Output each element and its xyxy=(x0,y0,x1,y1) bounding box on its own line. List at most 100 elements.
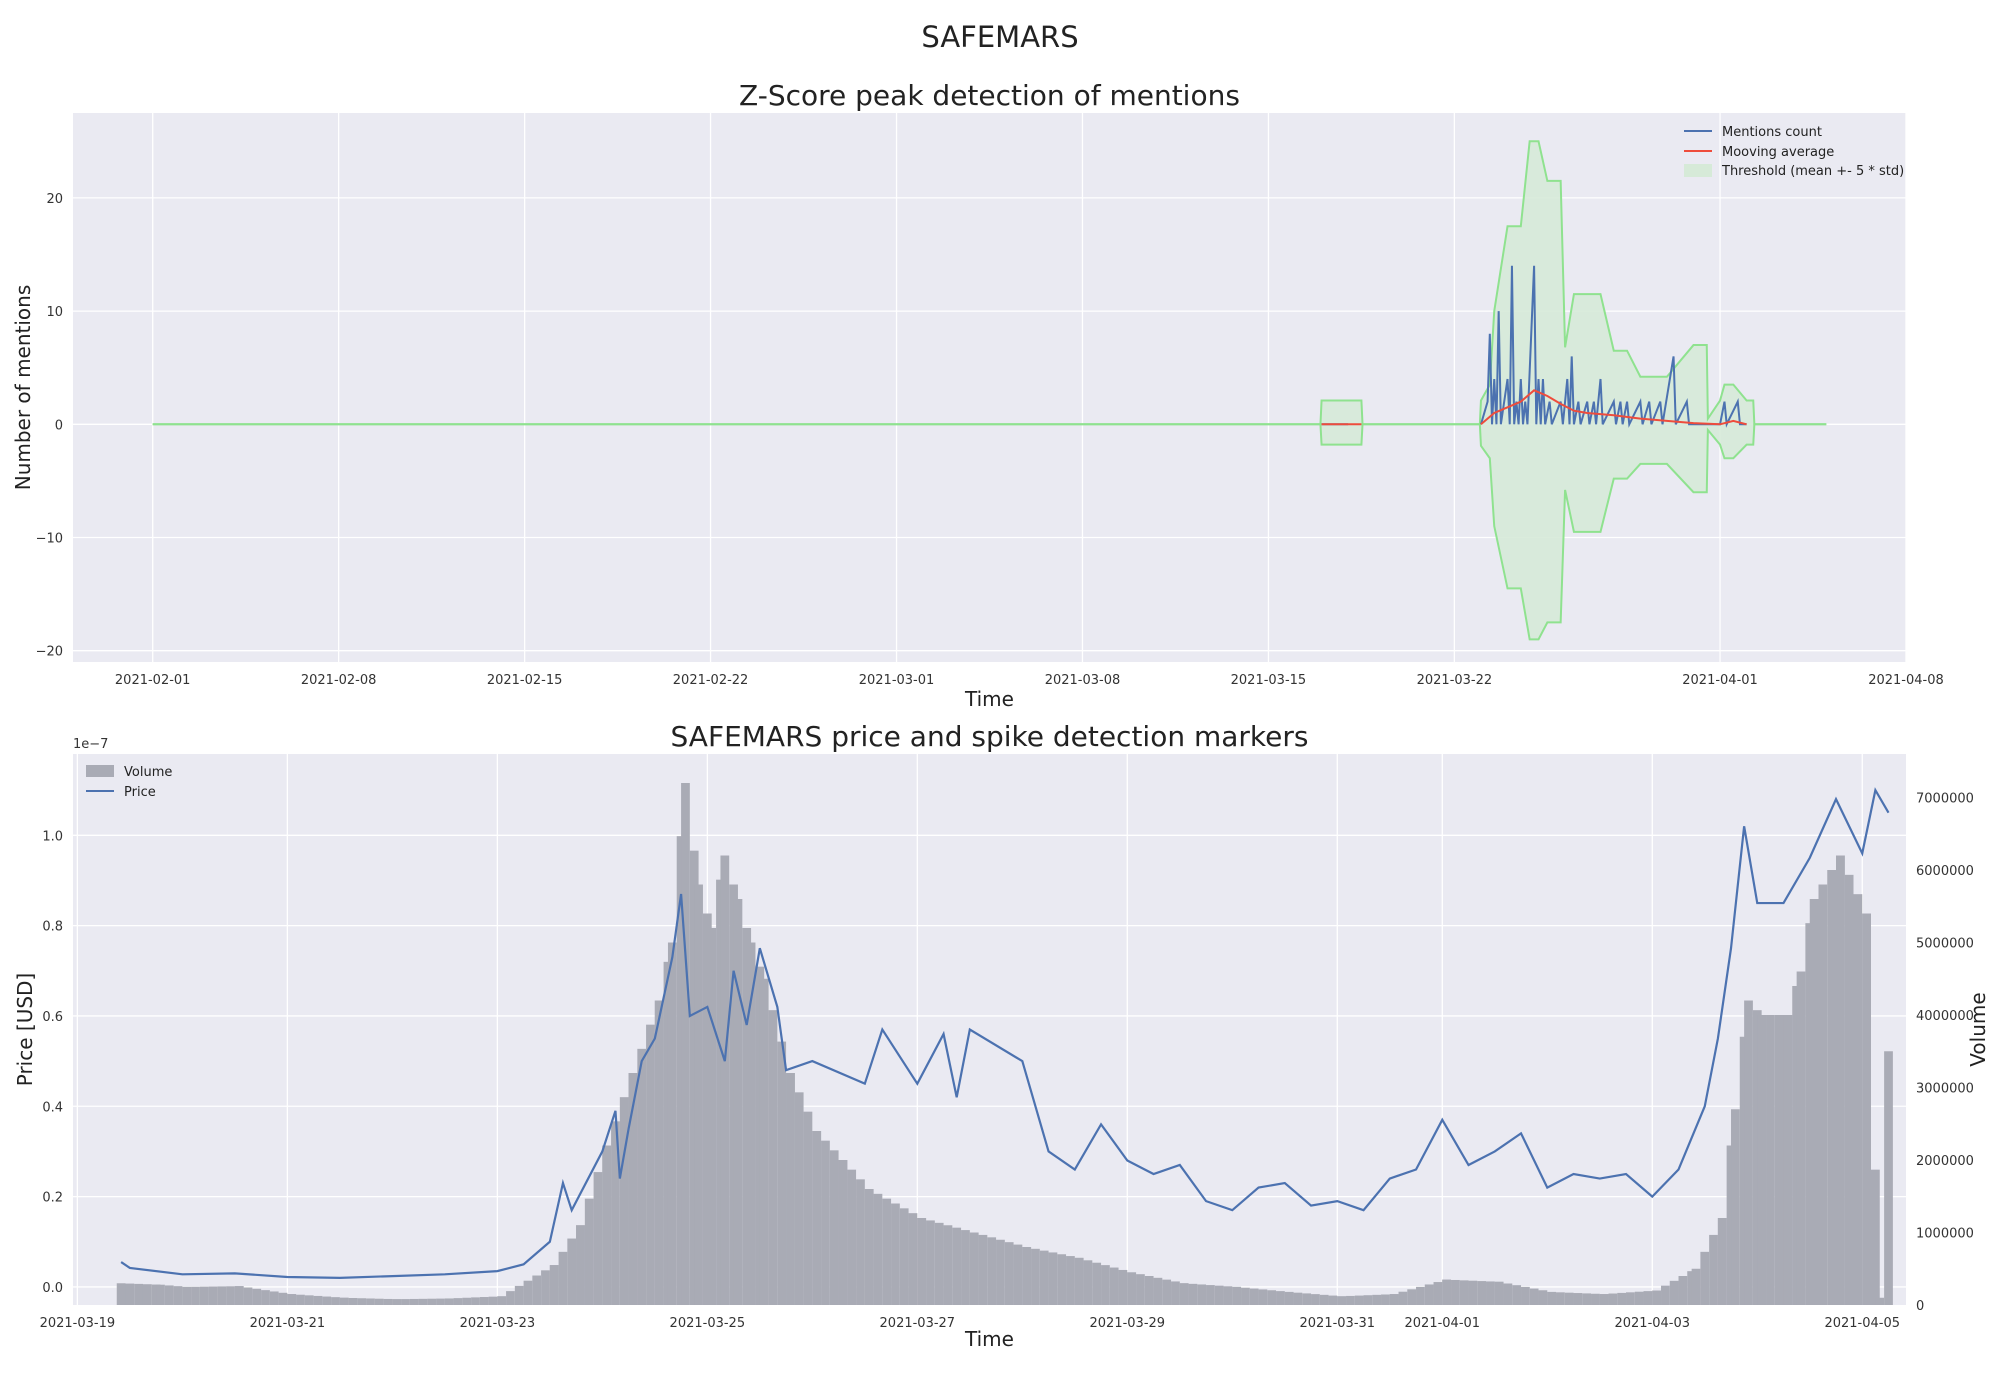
volume-bar xyxy=(619,1097,629,1305)
volume-bar xyxy=(961,1230,970,1305)
volume-bar xyxy=(208,1286,218,1305)
volume-bar xyxy=(383,1298,393,1305)
x-tick-label: 2021-04-03 xyxy=(1614,1316,1690,1331)
x-tick-label: 2021-02-08 xyxy=(301,673,377,688)
volume-bar xyxy=(1381,1294,1390,1305)
volume-bar xyxy=(1057,1254,1067,1305)
volume-bar xyxy=(1372,1294,1382,1305)
y-right-tick-label: 6000000 xyxy=(1916,864,1974,879)
volume-bar xyxy=(234,1286,244,1305)
volume-bar xyxy=(987,1237,997,1305)
volume-bar xyxy=(759,978,769,1305)
y-tick-label: −10 xyxy=(36,531,63,546)
volume-bar xyxy=(864,1189,874,1305)
volume-bar xyxy=(882,1198,892,1305)
y-tick-label: 0.2 xyxy=(42,1191,63,1206)
x-tick-label: 2021-04-05 xyxy=(1824,1316,1900,1331)
volume-bar xyxy=(134,1283,143,1305)
volume-bar xyxy=(1398,1291,1408,1305)
x-tick-label: 2021-03-29 xyxy=(1090,1316,1166,1331)
volume-bar xyxy=(471,1297,480,1305)
y-right-tick-label: 1000000 xyxy=(1916,1227,1974,1242)
volume-bar xyxy=(1328,1295,1338,1305)
volume-bar xyxy=(1700,1251,1710,1305)
volume-bar xyxy=(436,1298,445,1305)
volume-bar xyxy=(1101,1265,1110,1305)
volume-bar xyxy=(374,1298,384,1305)
legend-label-moving-average: Mooving average xyxy=(1722,145,1834,160)
volume-bar xyxy=(1179,1283,1189,1305)
volume-bar xyxy=(1144,1276,1154,1305)
volume-bar xyxy=(1354,1295,1364,1305)
volume-bar xyxy=(226,1286,235,1305)
x-tick-label: 2021-03-19 xyxy=(40,1316,116,1331)
volume-bar xyxy=(523,1280,533,1305)
volume-bar xyxy=(1669,1280,1679,1305)
volume-bar xyxy=(1836,855,1845,1305)
volume-bar xyxy=(1634,1291,1644,1305)
volume-bar xyxy=(978,1234,988,1305)
volume-bar xyxy=(287,1294,297,1305)
volume-bar xyxy=(156,1284,165,1305)
volume-bar xyxy=(304,1295,314,1305)
y-tick-label: −20 xyxy=(36,645,63,660)
volume-bar xyxy=(646,1024,655,1305)
volume-bar xyxy=(1013,1244,1023,1305)
volume-bar xyxy=(1284,1291,1294,1305)
volume-bar xyxy=(829,1150,839,1305)
y-tick-label: 0.4 xyxy=(42,1100,63,1115)
moving-average-line xyxy=(1480,389,1747,426)
volume-bar xyxy=(1853,894,1863,1305)
volume-bar xyxy=(1276,1291,1285,1305)
volume-bar xyxy=(427,1298,437,1305)
legend-label-volume: Volume xyxy=(124,765,172,780)
volume-bar xyxy=(1827,870,1837,1305)
volume-bar xyxy=(821,1140,830,1305)
volume-bar xyxy=(720,855,730,1305)
x-axis-label: Time xyxy=(964,687,1014,711)
volume-bar xyxy=(676,836,686,1305)
volume-bar xyxy=(1844,874,1854,1305)
volume-bar xyxy=(1468,1280,1478,1305)
volume-bar xyxy=(899,1208,909,1305)
volume-bar xyxy=(1206,1285,1215,1305)
volume-bar xyxy=(261,1290,270,1305)
y-right-tick-label: 7000000 xyxy=(1916,792,1974,807)
y-right-tick-label: 3000000 xyxy=(1916,1082,1974,1097)
volume-bar xyxy=(733,899,743,1305)
volume-bar xyxy=(1407,1289,1417,1305)
volume-bar xyxy=(1039,1250,1049,1305)
volume-bar xyxy=(497,1296,507,1305)
mentions-count-line xyxy=(1479,265,1747,428)
volume-bar xyxy=(444,1298,454,1305)
volume-bar xyxy=(401,1299,410,1305)
volume-bar xyxy=(313,1295,323,1305)
volume-bar xyxy=(1709,1234,1718,1305)
volume-bar xyxy=(1652,1290,1662,1305)
volume-bar xyxy=(506,1291,515,1305)
volume-bar xyxy=(891,1203,900,1305)
volume-bar xyxy=(1363,1295,1373,1305)
volume-bar xyxy=(1626,1292,1635,1305)
volume-bar xyxy=(1451,1279,1460,1305)
volume-bar xyxy=(479,1297,489,1305)
y-axis-label: Price [USD] xyxy=(13,973,37,1087)
volume-bar xyxy=(164,1285,174,1305)
volume-bar xyxy=(1547,1291,1557,1305)
volume-bar xyxy=(1171,1281,1180,1305)
volume-bar xyxy=(1459,1280,1469,1305)
volume-bar xyxy=(934,1222,944,1305)
x-tick-label: 2021-02-22 xyxy=(673,673,749,688)
volume-bar xyxy=(1214,1285,1224,1305)
y-right-tick-label: 2000000 xyxy=(1916,1154,1974,1169)
volume-bar xyxy=(1249,1288,1259,1305)
volume-bar xyxy=(1486,1281,1495,1305)
volume-bar xyxy=(191,1286,200,1305)
volume-bar xyxy=(1188,1283,1198,1305)
volume-bar xyxy=(1319,1294,1329,1305)
volume-bar xyxy=(488,1296,498,1305)
volume-bar xyxy=(838,1160,848,1305)
volume-bar xyxy=(1197,1284,1207,1305)
volume-bar xyxy=(943,1225,953,1305)
